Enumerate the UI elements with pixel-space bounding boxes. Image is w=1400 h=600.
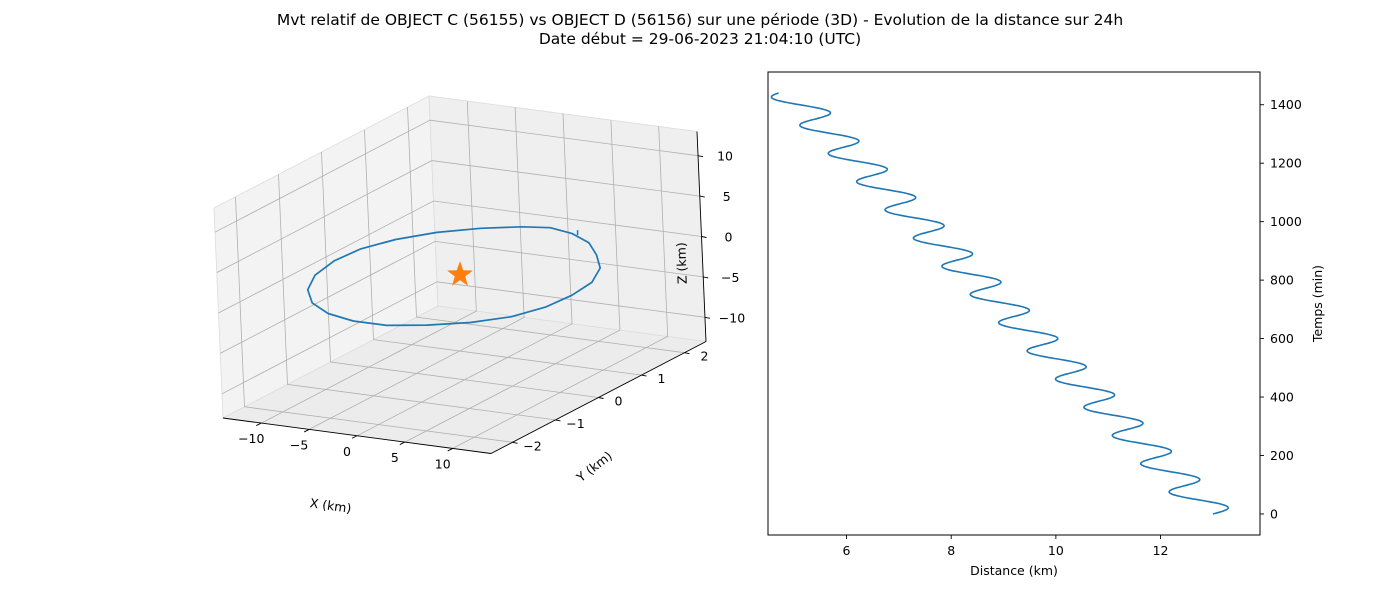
x-axis-label: Distance (km) [970,563,1058,578]
z-tick-label: 10 [717,149,733,164]
figure-title-line2: Date début = 29-06-2023 21:04:10 (UTC) [539,30,861,48]
x-gridline [452,126,669,449]
y-tick-label: 200 [1270,448,1294,463]
x-tick-mark [447,448,453,452]
distance-line [770,92,1229,515]
z-gridline [221,281,706,395]
y-tick-label: −2 [523,438,541,453]
data-group [770,92,1229,515]
y-axis-label: Temps (min) [1310,265,1325,343]
y-gridline [364,129,642,376]
x-tick-mark [351,435,358,439]
z-tick-mark [697,155,704,158]
y-tick-mark [555,419,561,422]
x-tick-label: 12 [1153,543,1169,558]
x-tick-label: 10 [435,456,451,471]
y-tick-label: 600 [1270,331,1294,346]
x-tick-label: 10 [1048,543,1064,558]
z-tick-mark [703,276,709,279]
z-gridline [218,200,702,314]
tick-group: 6 8 10 12 0 200 400 600 800 1000 1200 1400 [843,97,1302,558]
x-tick-label: 0 [343,444,351,459]
y-tick-label: 1400 [1270,97,1302,112]
y-axis-label: Y (km) [573,448,615,486]
origin-star-marker [446,261,474,286]
y-tick-label: 1000 [1270,214,1302,229]
y-tick-mark [684,352,690,355]
z-axis-label: Z (km) [673,242,689,284]
z-tick-label: 0 [725,230,733,245]
z-gridline [214,119,699,233]
y-tick-label: −1 [566,416,584,431]
x-tick-mark [303,429,310,433]
z-tick-mark [699,195,705,198]
plot-frame [767,71,1261,536]
x-tick-label: 8 [947,543,955,558]
y-tick-label: 2 [701,349,709,364]
y-tick-label: 1 [658,371,666,386]
x-gridline [356,113,573,437]
z-gridline [220,240,704,354]
z-tick-label: −10 [719,310,745,325]
y-tick-label: 800 [1270,273,1294,288]
distance-time-plot: 6 8 10 12 0 200 400 600 800 1000 1200 1400 Distance… [767,71,1325,578]
x-tick-mark [399,441,406,445]
x-gridline [261,101,477,424]
z-tick-mark [704,316,711,319]
y-tick-label: 400 [1270,390,1294,405]
figure-title-line1: Mvt relatif de OBJECT C (56155) vs OBJEC… [277,11,1123,29]
y-tick-mark [641,374,647,377]
y-tick-mark [598,397,604,399]
y-tick-label: 0 [1270,506,1278,521]
x-tick-label: 5 [391,450,399,465]
y-tick-mark [512,441,518,444]
trajectory-line [306,225,602,327]
x-tick-label: 6 [843,543,851,558]
x-tick-label: −5 [290,437,308,452]
x-gridline [404,120,621,443]
y-gridline [407,107,685,354]
data-group [306,225,602,327]
z-gridline [216,160,700,273]
z-tick-label: −5 [721,270,739,285]
y-gridline [321,151,599,398]
y-tick-label: 0 [615,394,623,409]
x-gridline [308,107,525,430]
grid-group [214,101,706,449]
y-gridline [278,174,556,421]
z-tick-label: 5 [723,189,731,204]
y-tick-label: 1200 [1270,156,1302,171]
x-tick-mark [256,422,262,426]
x-axis-label: X (km) [309,495,352,516]
x-tick-label: −10 [238,431,264,446]
y-gridline [235,196,513,443]
z-tick-mark [701,236,707,238]
